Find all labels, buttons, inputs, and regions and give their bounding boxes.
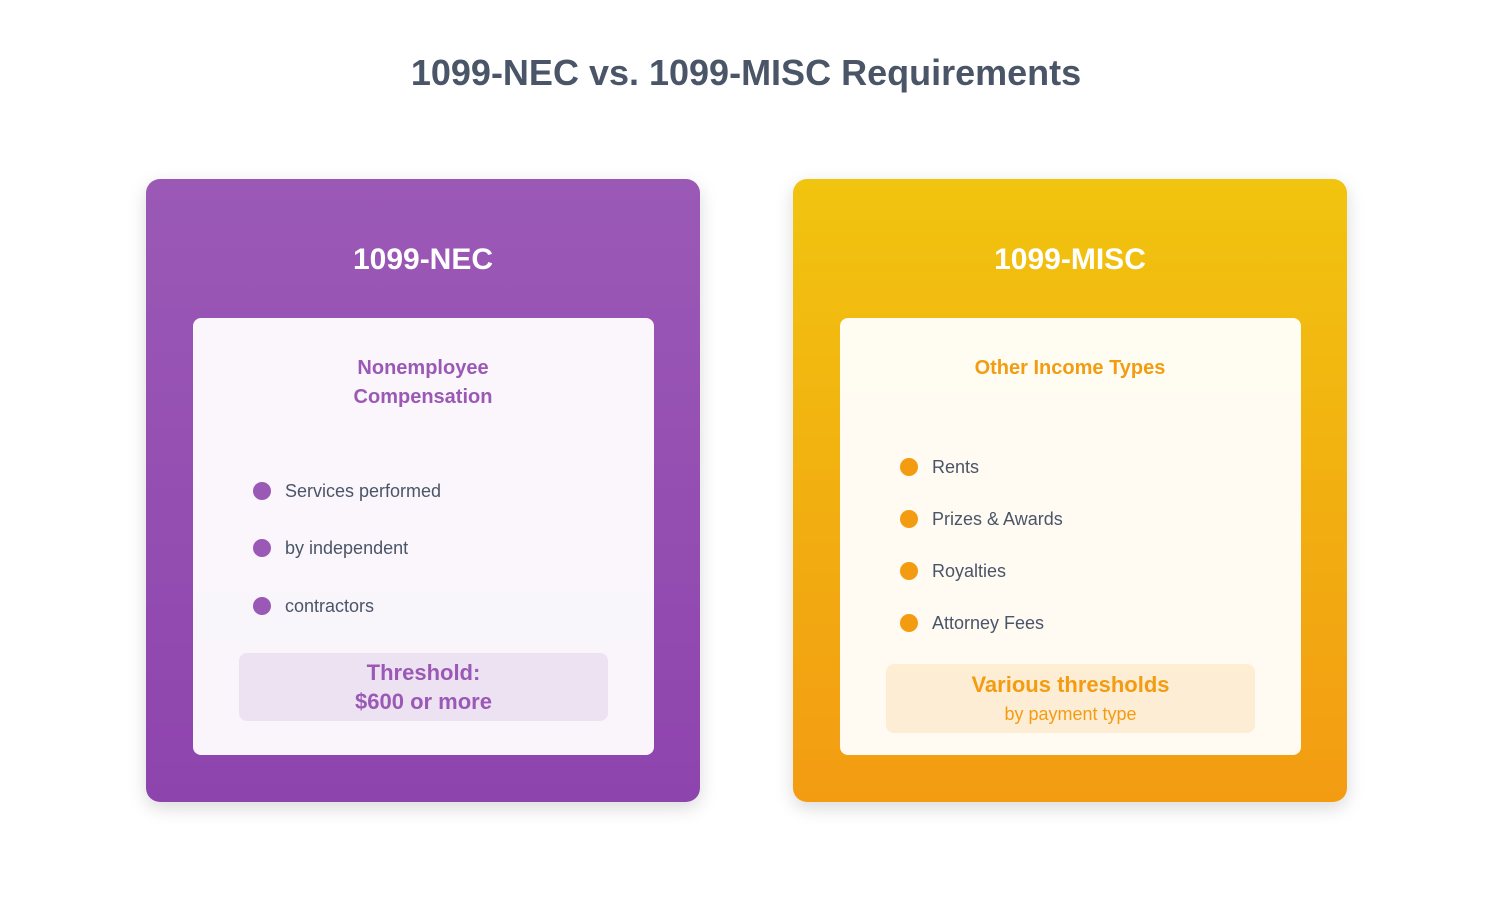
card-title: 1099-NEC — [352, 243, 494, 276]
list-item: Prizes & Awards — [900, 507, 1063, 531]
card-subtitle: Other Income Types — [974, 357, 1166, 379]
bullet — [900, 458, 918, 476]
threshold-box: Threshold: $600 or more — [239, 653, 608, 721]
item-text: Rents — [932, 457, 980, 477]
list-item: contractors — [253, 594, 374, 618]
threshold-line: by payment type — [1004, 704, 1137, 724]
threshold-box: Various thresholds by payment type — [886, 664, 1255, 733]
threshold-line: Various thresholds — [971, 672, 1170, 697]
list-item: Services performed — [253, 479, 441, 503]
list-item: Rents — [900, 455, 979, 479]
bullet — [900, 562, 918, 580]
bullet — [253, 539, 271, 557]
list-item: by independent — [253, 536, 408, 560]
list-item: Royalties — [900, 559, 1006, 583]
misc-card: 1099-MISC Other Income Types Rents Prize… — [793, 179, 1347, 802]
threshold-line: Threshold: — [366, 660, 481, 685]
list-item: Attorney Fees — [900, 611, 1044, 635]
item-text: Prizes & Awards — [932, 509, 1063, 529]
card-panel: Other Income Types Rents Prizes & Awards… — [840, 318, 1301, 755]
card-subtitle: Nonemployee Compensation — [353, 357, 493, 408]
bullet — [900, 510, 918, 528]
item-text: Services performed — [285, 481, 442, 501]
bullet — [253, 597, 271, 615]
item-text: Royalties — [932, 561, 1007, 581]
bullet — [900, 614, 918, 632]
item-text: contractors — [285, 596, 375, 616]
nec-card: 1099-NEC Nonemployee Compensation Servic… — [146, 179, 700, 802]
page-title: 1099-NEC vs. 1099-MISC Requirements — [410, 52, 1082, 93]
bullet — [253, 482, 271, 500]
card-title: 1099-MISC — [994, 243, 1146, 276]
threshold-line: $600 or more — [355, 689, 492, 714]
item-text: by independent — [285, 538, 409, 558]
item-text: Attorney Fees — [932, 613, 1045, 633]
card-panel: Nonemployee Compensation Services perfor… — [193, 318, 654, 755]
